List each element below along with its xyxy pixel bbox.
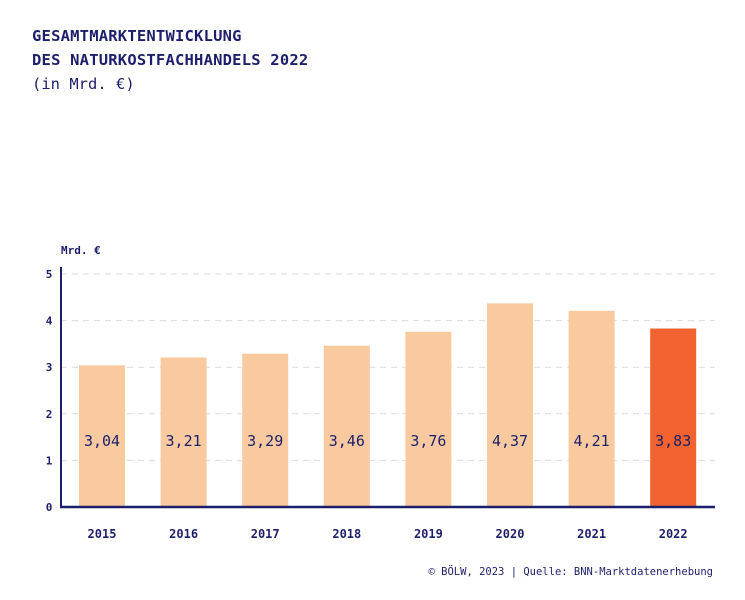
bar-2020 xyxy=(487,303,533,507)
bar-value-label-2018: 3,46 xyxy=(329,432,365,450)
x-tick-label-2016: 2016 xyxy=(169,527,198,541)
bar-value-label-2015: 3,04 xyxy=(84,432,120,450)
x-tick-label-2017: 2017 xyxy=(251,527,280,541)
y-tick-label-1: 1 xyxy=(46,454,53,467)
bar-2016 xyxy=(160,357,207,507)
bar-value-label-2021: 4,21 xyxy=(574,432,610,450)
bar-2021 xyxy=(568,310,615,507)
bar-2018 xyxy=(323,345,370,507)
bar-value-label-2022: 3,83 xyxy=(655,432,691,450)
bar-2022 xyxy=(650,328,697,507)
y-axis-label: Mrd. € xyxy=(61,244,101,257)
title-block: GESAMTMARKTENTWICKLUNG DES NATURKOSTFACH… xyxy=(32,24,308,96)
chart-title-line-2: DES NATURKOSTFACHHANDELS 2022 xyxy=(32,51,309,69)
bar-2019 xyxy=(405,331,452,507)
bar-value-label-2016: 3,21 xyxy=(166,432,202,450)
labels: 0 1 2 3 4 5 Mrd. € 3,04 2015 3,21 2016 3,29 2017 3,46… xyxy=(46,244,692,541)
x-tick-label-2021: 2021 xyxy=(577,527,606,541)
bar-2017 xyxy=(242,353,289,507)
x-tick-label-2020: 2020 xyxy=(496,527,525,541)
y-tick-label-0: 0 xyxy=(46,501,53,514)
x-tick-label-2015: 2015 xyxy=(88,527,117,541)
bar-value-label-2017: 3,29 xyxy=(247,432,283,450)
y-tick-label-3: 3 xyxy=(46,361,53,374)
axes xyxy=(60,267,715,509)
gridlines xyxy=(61,273,715,461)
y-tick-label-4: 4 xyxy=(46,315,53,328)
bars xyxy=(79,303,697,507)
source-footer: © BÖLW, 2023 | Quelle: BNN-Marktdatenerh… xyxy=(428,566,713,578)
x-tick-label-2019: 2019 xyxy=(414,527,443,541)
chart-title-line-1: GESAMTMARKTENTWICKLUNG xyxy=(32,27,242,45)
x-tick-label-2018: 2018 xyxy=(332,527,361,541)
y-tick-label-2: 2 xyxy=(46,408,53,421)
y-tick-label-5: 5 xyxy=(46,268,53,281)
chart-unit-subtitle: (in Mrd. €) xyxy=(32,75,135,93)
bar-2015 xyxy=(79,365,125,507)
x-tick-label-2022: 2022 xyxy=(659,527,688,541)
bar-value-label-2020: 4,37 xyxy=(492,432,528,450)
bar-value-label-2019: 3,76 xyxy=(410,432,446,450)
